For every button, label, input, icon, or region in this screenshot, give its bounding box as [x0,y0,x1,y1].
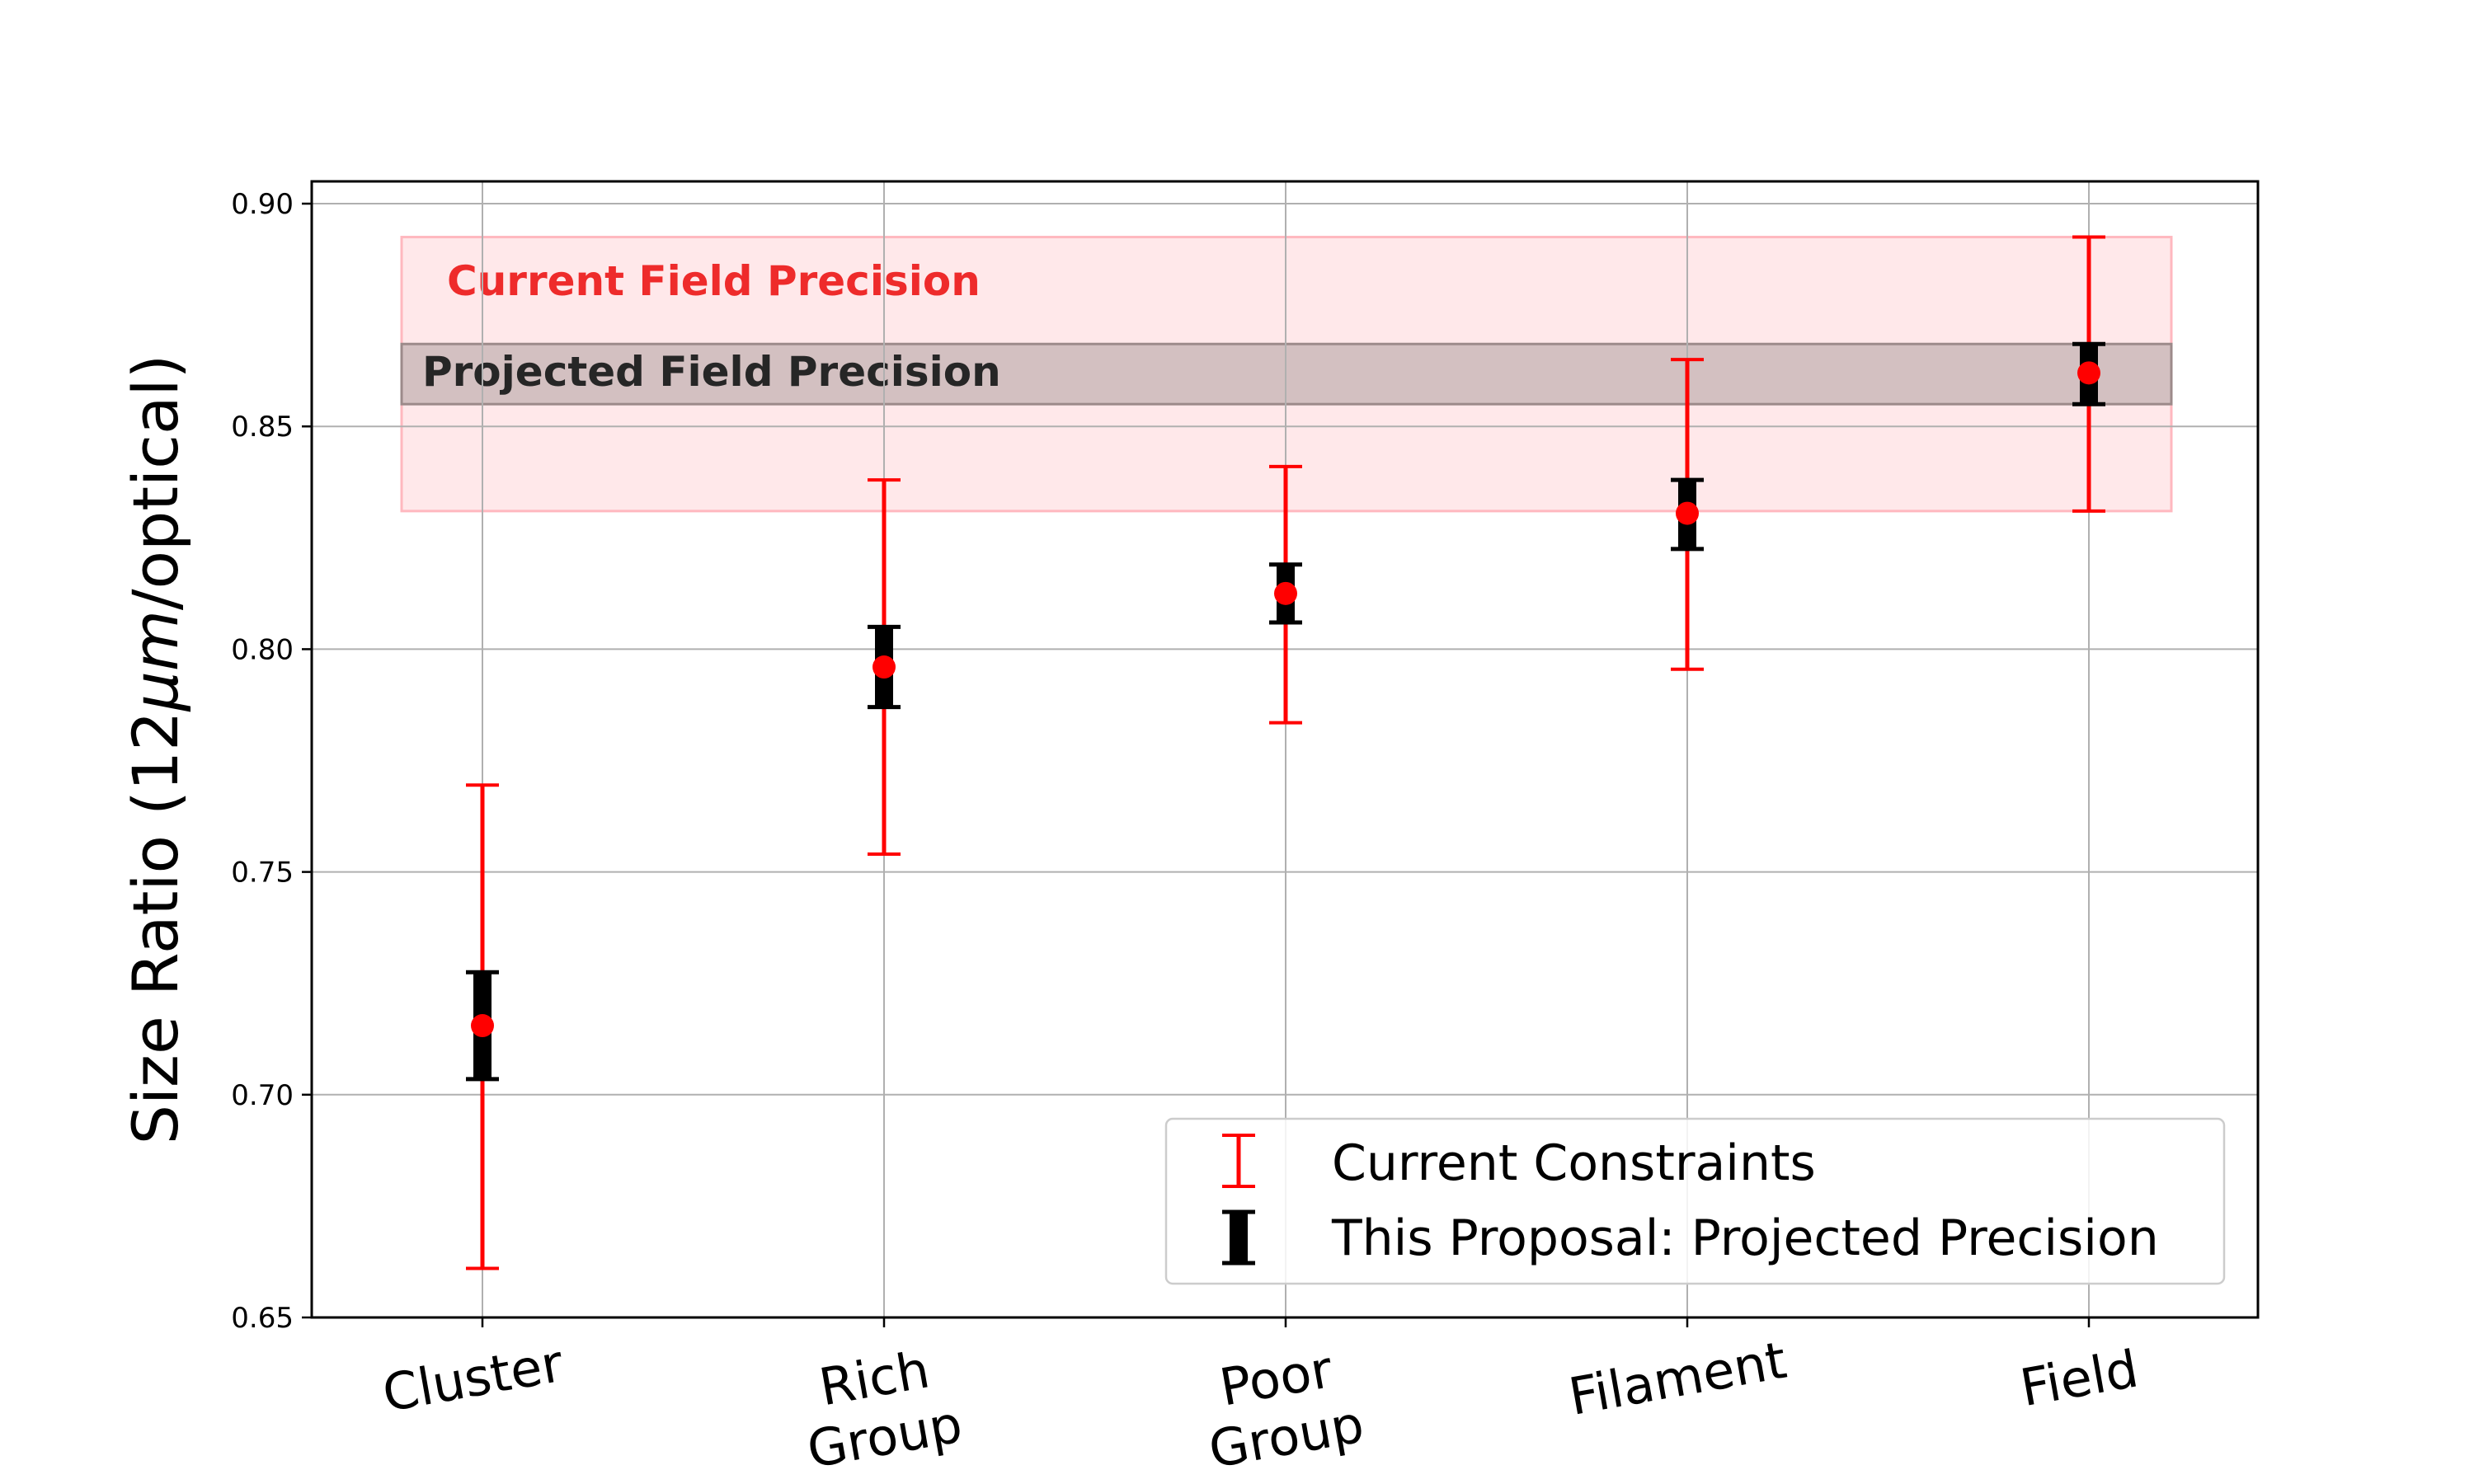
data-point [872,655,896,679]
y-axis-label-unit: μm [119,610,192,711]
band-label-projected: Projected Field Precision [422,348,1001,396]
y-tick-label: 0.90 [231,188,294,221]
legend-label-current: Current Constraints [1332,1134,1816,1192]
legend: Current Constraints This Proposal: Projec… [1164,1117,2226,1285]
y-tick-label: 0.70 [231,1079,294,1112]
x-tick-label: PoorGroup [1194,1335,1368,1480]
y-tick-label: 0.80 [231,633,294,666]
x-tick-label: RichGroup [793,1335,967,1480]
y-tick-label: 0.75 [231,857,294,890]
y-axis: 0.65 0.70 0.75 0.80 0.85 0.90 [231,188,312,1335]
x-tick-label: Cluster [379,1333,568,1424]
data-point [1676,501,1699,525]
y-axis-label-suffix: /optical) [119,355,192,610]
band-label-current: Current Field Precision [447,257,981,305]
data-point [1274,581,1297,605]
legend-box [1164,1117,2226,1285]
legend-label-projected: This Proposal: Projected Precision [1331,1209,2159,1267]
y-tick-label: 0.85 [231,411,294,444]
y-axis-label-prefix: Size Ratio (12 [119,711,192,1144]
y-axis-label: Size Ratio (12μm/optical) [119,355,192,1145]
x-tick-label: Filament [1564,1330,1790,1427]
data-series [466,235,2105,1270]
x-axis: Cluster RichGroup PoorGroup Filament Field [379,1317,2142,1480]
y-tick-label: 0.65 [231,1302,294,1335]
x-tick-label-line: Cluster [379,1333,568,1424]
data-point [2077,361,2100,385]
x-tick-label-line: Filament [1564,1330,1790,1427]
data-point [471,1014,494,1038]
x-tick-label-line: Field [2015,1338,2142,1418]
x-tick-label: Field [2015,1338,2142,1418]
